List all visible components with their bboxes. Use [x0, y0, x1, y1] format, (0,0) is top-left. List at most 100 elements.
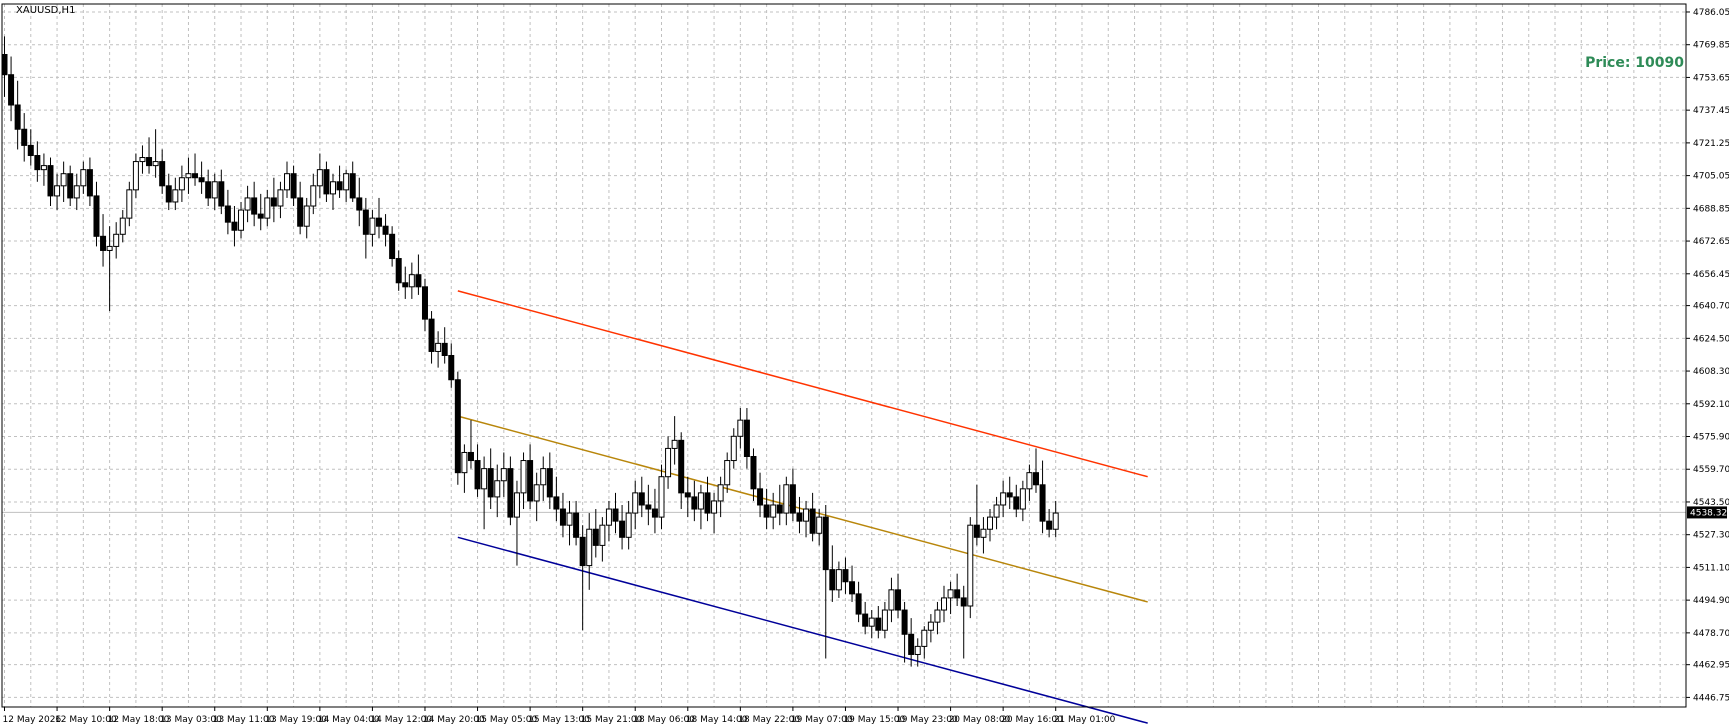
candle-body: [8, 74, 15, 106]
candle-bear: [389, 226, 396, 267]
candle-body: [520, 460, 527, 494]
candle-body: [724, 460, 731, 486]
candle-body: [750, 456, 757, 490]
candle-bull: [54, 173, 61, 211]
candle-bull: [185, 157, 192, 194]
candle-bear: [47, 157, 54, 207]
x-tick-label: 20 May 08:00: [949, 715, 1011, 725]
candle-body: [494, 480, 501, 498]
candle-body: [1019, 488, 1026, 510]
candle-body: [868, 617, 875, 627]
candle-bear: [553, 476, 560, 522]
candle-body: [855, 593, 862, 615]
y-tick-label: 4672.65: [1693, 237, 1729, 247]
candle-bear: [573, 500, 580, 546]
price-scale[interactable]: 4786.05 4769.85 4753.65 4737.45 4721.25 4705.…: [1693, 8, 1729, 703]
y-tick-label: 4769.85: [1693, 41, 1729, 51]
symbol-title: XAUUSD,H1: [16, 5, 75, 16]
candle-bull: [914, 638, 921, 667]
candle-bull: [238, 201, 245, 239]
candle-bear: [559, 492, 566, 538]
candle-bull: [803, 500, 810, 538]
candle-body: [789, 484, 796, 514]
y-tick-label: 4786.05: [1693, 8, 1729, 18]
channel-lines: [457, 290, 1148, 724]
candle-body: [218, 181, 225, 207]
candle-bear: [750, 448, 757, 501]
candle-bull: [927, 614, 934, 643]
candle-body: [730, 435, 737, 462]
candle-bear: [1039, 460, 1046, 534]
candle-body: [592, 528, 599, 546]
candle-bear: [165, 173, 172, 211]
candle-bull: [408, 262, 415, 299]
candle-bull: [330, 173, 336, 211]
candle-bull: [513, 480, 520, 566]
candle-body: [921, 629, 928, 647]
candle-bull: [119, 210, 126, 243]
candle-body: [619, 520, 626, 538]
candle-body: [960, 597, 967, 607]
channel-line-lower: [457, 536, 1148, 724]
x-tick-label: 21 May 01:00: [1054, 715, 1116, 725]
candle-bull: [132, 153, 139, 198]
candle-bull: [671, 416, 678, 465]
channel-line-upper: [457, 290, 1148, 478]
x-tick-label: 12 May 10:00: [55, 715, 117, 725]
candle-body: [1, 54, 8, 76]
candle-bull: [868, 610, 875, 639]
candle-bull: [369, 210, 376, 247]
candle-body: [198, 177, 205, 183]
y-tick-label: 4753.65: [1693, 73, 1729, 83]
candle-bull: [711, 492, 718, 534]
candle-bear: [743, 408, 750, 469]
candle-body: [507, 468, 514, 518]
candle-body: [513, 492, 520, 518]
candle-body: [875, 617, 882, 631]
candle-body: [231, 221, 238, 231]
candle-bear: [27, 129, 34, 166]
candle-body: [146, 157, 153, 167]
candle-bear: [678, 432, 685, 510]
candle-bear: [402, 266, 409, 299]
candle-body: [152, 161, 159, 167]
candle-bull: [178, 165, 185, 202]
candle-body: [270, 197, 277, 207]
candle-bull: [73, 173, 80, 211]
candle-bear: [448, 343, 455, 388]
candle-bear: [875, 605, 882, 639]
candle-bear: [257, 193, 264, 231]
candle-bull: [494, 464, 501, 518]
candle-body: [1013, 496, 1020, 510]
candle-body: [244, 197, 251, 211]
candle-bear: [14, 80, 21, 150]
candle-body: [106, 245, 113, 251]
candle-bull: [599, 517, 606, 562]
candle-bear: [619, 504, 626, 550]
candle-bull: [1000, 480, 1007, 518]
candle-bull: [481, 456, 488, 530]
candle-bear: [763, 488, 770, 530]
candle-body: [343, 173, 350, 191]
candle-bear: [336, 165, 343, 198]
candle-bear: [323, 161, 330, 202]
candle-bear: [1006, 476, 1013, 510]
x-tick-label: 13 May 11:00: [213, 715, 275, 725]
candle-bear: [67, 165, 74, 207]
candle-body: [251, 197, 258, 215]
candle-body: [93, 195, 100, 237]
candle-body: [546, 468, 553, 498]
candle-body: [211, 181, 218, 199]
candle-bull: [586, 513, 593, 590]
candle-bear: [776, 484, 783, 526]
x-tick-label: 14 May 12:00: [370, 715, 432, 725]
candle-bear: [441, 327, 448, 364]
y-tick-label: 4656.45: [1693, 270, 1729, 280]
candle-bull: [139, 145, 146, 174]
candle-body: [881, 609, 888, 631]
candle-body: [612, 508, 619, 522]
candle-body: [809, 508, 816, 534]
candle-body: [34, 155, 41, 171]
